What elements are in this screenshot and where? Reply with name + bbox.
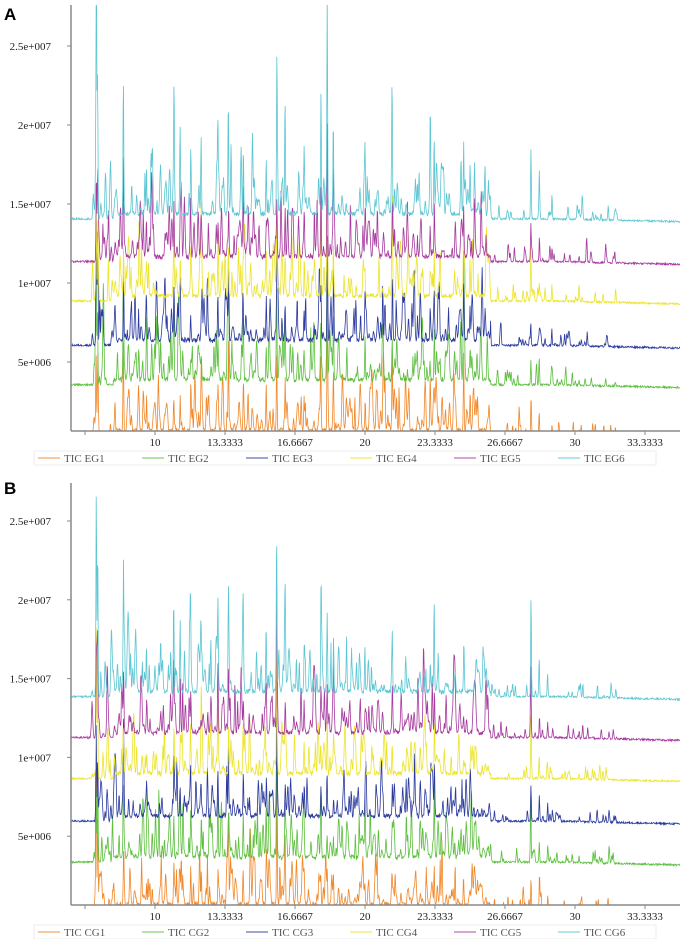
- series-line-tic-cg5: [71, 590, 680, 743]
- legend-label: TIC EG6: [584, 453, 625, 465]
- legend-label: TIC EG3: [272, 453, 313, 465]
- x-tick-label: 10: [150, 437, 162, 449]
- series-line-tic-cg3: [71, 717, 680, 826]
- series-line-tic-cg4: [71, 627, 680, 784]
- x-tick-label: 23.3333: [417, 437, 453, 449]
- legend-box: [33, 450, 657, 466]
- series-line-tic-eg6: [71, 5, 680, 224]
- panel-label: B: [4, 479, 16, 498]
- legend-item: TIC EG6: [558, 453, 625, 465]
- x-tick-label: 33.3333: [627, 437, 663, 449]
- x-tick-label: 23.3333: [417, 911, 453, 923]
- series-group: [71, 496, 680, 905]
- x-tick-label: 13.3333: [207, 911, 243, 923]
- legend-item: TIC CG3: [246, 927, 314, 939]
- legend-label: TIC CG5: [480, 927, 522, 939]
- x-tick-label: 20: [360, 437, 372, 449]
- y-tick-label: 1.5e+007: [10, 674, 52, 686]
- series-line-tic-cg2: [71, 733, 680, 867]
- legend-item: TIC EG5: [454, 453, 521, 465]
- legend-item: TIC CG5: [454, 927, 522, 939]
- legend-item: TIC CG1: [38, 927, 105, 939]
- legend-label: TIC EG2: [168, 453, 209, 465]
- legend-item: TIC CG6: [558, 927, 626, 939]
- x-tick-label: 26.6667: [487, 437, 523, 449]
- x-tick-label: 30: [570, 437, 582, 449]
- legend-label: TIC CG3: [272, 927, 314, 939]
- legend-box: [33, 924, 657, 939]
- legend-item: TIC EG4: [350, 453, 417, 465]
- x-tick-label: 33.3333: [627, 911, 663, 923]
- x-tick-label: 26.6667: [487, 911, 523, 923]
- y-tick-label: 2e+007: [18, 120, 52, 132]
- legend-item: TIC CG4: [350, 927, 418, 939]
- legend-label: TIC EG5: [480, 453, 521, 465]
- series-line-tic-eg3: [71, 222, 680, 350]
- x-tick-label: 20: [360, 911, 372, 923]
- panel-A: A 5e+006 1e+007 1.5e+007 2e+007 2.5e+007 10 13.…: [4, 5, 680, 466]
- series-line-tic-cg6: [71, 496, 680, 702]
- x-tick-label: 16.6667: [277, 911, 313, 923]
- y-tick-label: 5e+006: [18, 831, 52, 843]
- series-group: [71, 5, 680, 431]
- y-tick-label: 1e+007: [18, 752, 52, 764]
- legend-item: TIC CG2: [142, 927, 209, 939]
- y-tick-label: 5e+006: [18, 357, 52, 369]
- legend-label: TIC CG2: [168, 927, 209, 939]
- legend-label: TIC CG6: [584, 927, 626, 939]
- legend-label: TIC EG4: [376, 453, 417, 465]
- y-tick-label: 2.5e+007: [10, 516, 52, 528]
- legend-item: TIC EG3: [246, 453, 313, 465]
- panel-label: A: [4, 5, 16, 24]
- series-line-tic-eg4: [71, 152, 680, 306]
- legend-label: TIC CG1: [64, 927, 105, 939]
- series-line-tic-eg2: [71, 243, 680, 390]
- y-tick-label: 2.5e+007: [10, 41, 52, 53]
- y-tick-label: 1.5e+007: [10, 199, 52, 211]
- x-tick-label: 30: [570, 911, 582, 923]
- x-tick-label: 10: [150, 911, 162, 923]
- y-tick-label: 2e+007: [18, 595, 52, 607]
- series-line-tic-eg1: [92, 294, 617, 431]
- legend-label: TIC CG4: [376, 927, 418, 939]
- series-line-tic-cg1: [93, 752, 609, 905]
- panel-B: B 5e+006 1e+007 1.5e+007 2e+007 2.5e+007 10 13.…: [4, 479, 680, 939]
- legend: TIC CG1 TIC CG2 TIC CG3 TIC CG4 TIC CG5 TIC C…: [33, 924, 657, 939]
- x-tick-label: 16.6667: [277, 437, 313, 449]
- legend-label: TIC EG1: [64, 453, 105, 465]
- x-tick-label: 13.3333: [207, 437, 243, 449]
- series-line-tic-eg5: [71, 123, 680, 267]
- legend: TIC EG1 TIC EG2 TIC EG3 TIC EG4 TIC EG5 TIC E…: [33, 450, 657, 466]
- legend-item: TIC EG1: [38, 453, 105, 465]
- y-tick-label: 1e+007: [18, 278, 52, 290]
- legend-item: TIC EG2: [142, 453, 209, 465]
